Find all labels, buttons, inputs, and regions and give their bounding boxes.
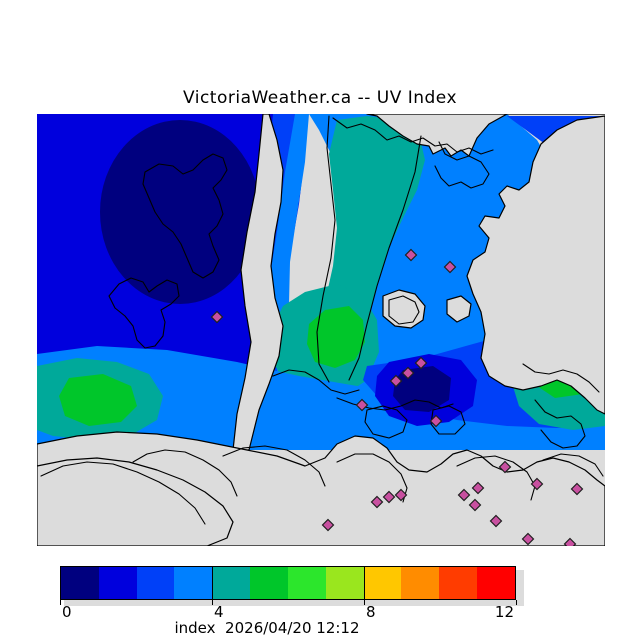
coastline-south-detail xyxy=(272,369,360,395)
colorbar-tick-0 xyxy=(60,600,61,605)
land-mainland-northeast xyxy=(466,115,605,415)
coastline-southisland-b xyxy=(430,405,466,435)
uv-contour-map[interactable] xyxy=(37,114,605,546)
coastline-island-nw xyxy=(142,153,228,279)
coastline-southeast-detail xyxy=(534,399,586,449)
map-plot-area[interactable] xyxy=(37,114,605,546)
station-marker[interactable] xyxy=(471,481,485,495)
land-island-small-a xyxy=(446,295,472,323)
station-marker[interactable] xyxy=(394,488,408,502)
station-marker[interactable] xyxy=(389,374,403,388)
colorbar-band-7-8 xyxy=(325,567,364,599)
land-mainland-north xyxy=(366,114,605,157)
contour-band-5-6-southwest xyxy=(59,374,137,426)
coastline-southisland-a xyxy=(364,405,408,439)
station-marker[interactable] xyxy=(570,482,584,496)
colorbar-band-3-4 xyxy=(174,567,213,599)
contour-band-3-4-south xyxy=(37,346,605,450)
station-marker[interactable] xyxy=(530,477,544,491)
station-marker[interactable] xyxy=(401,366,415,380)
land-west-strip xyxy=(232,114,284,451)
colorbar-band-10-11 xyxy=(439,567,478,599)
colorbar-band-0-1 xyxy=(61,567,99,599)
contour-band-3-4-westcoast xyxy=(261,114,309,450)
station-marker[interactable] xyxy=(370,495,384,509)
page-title: VictoriaWeather.ca -- UV Index xyxy=(182,88,458,108)
colorbar-band-9-10 xyxy=(401,567,440,599)
station-marker[interactable] xyxy=(443,260,457,274)
station-markers[interactable] xyxy=(210,248,584,547)
station-marker[interactable] xyxy=(521,532,535,546)
colorbar-divider-8 xyxy=(364,566,365,600)
station-marker[interactable] xyxy=(457,488,471,502)
land-coast-lowerleft xyxy=(37,457,234,546)
station-marker[interactable] xyxy=(498,460,512,474)
station-marker[interactable] xyxy=(429,414,443,428)
coastline-island-sw xyxy=(108,277,180,349)
coastline-lower-c xyxy=(222,445,326,487)
contour-band-5-6-basin xyxy=(307,306,365,368)
coastline-inlet-east xyxy=(348,135,422,381)
colorbar-band-6-7 xyxy=(287,567,326,599)
colorbar-band-4-5 xyxy=(212,567,251,599)
colorbar-tick-8 xyxy=(364,600,365,605)
coastline-inlet-west xyxy=(316,115,336,383)
colorbar-band-2-3 xyxy=(136,567,175,599)
station-marker[interactable] xyxy=(382,490,396,504)
colorbar-area: index 2026/04/20 12:12 0 4 8 12 xyxy=(37,560,605,637)
station-marker[interactable] xyxy=(210,310,224,324)
coastlines xyxy=(40,115,604,525)
coastline-lower-b xyxy=(132,449,238,497)
coastline-lower-d xyxy=(336,453,408,503)
colorbar-band-5-6 xyxy=(250,567,288,599)
station-marker[interactable] xyxy=(414,356,428,370)
coastline-inland-lake xyxy=(388,295,420,325)
uv-index-colorbar[interactable] xyxy=(60,566,516,600)
coastline-northeast-detail xyxy=(434,141,490,189)
colorbar-tick-label-12: 12 xyxy=(494,603,514,621)
coastline-lower-a xyxy=(40,461,206,525)
coastline-north-detail xyxy=(332,117,494,155)
station-marker[interactable] xyxy=(489,514,503,528)
station-marker[interactable] xyxy=(321,518,335,532)
colorbar-tick-4 xyxy=(212,600,213,605)
colorbar-band-11-12 xyxy=(477,567,515,599)
colorbar-tick-12 xyxy=(516,600,517,605)
colorbar-band-1-2 xyxy=(98,567,137,599)
colorbar-caption: index 2026/04/20 12:12 xyxy=(174,619,360,637)
colorbar-band-8-9 xyxy=(363,567,402,599)
landmasses xyxy=(37,114,605,546)
station-marker[interactable] xyxy=(404,248,418,262)
colorbar-tick-label-8: 8 xyxy=(366,603,376,621)
station-marker[interactable] xyxy=(468,498,482,512)
colorbar-divider-4 xyxy=(212,566,213,600)
contour-band-0-1-west xyxy=(100,120,260,304)
coastline-east-detail xyxy=(522,363,600,393)
station-marker[interactable] xyxy=(355,398,369,412)
colorbar-tick-label-0: 0 xyxy=(62,603,72,621)
station-marker[interactable] xyxy=(563,537,577,547)
coastline-lower-f xyxy=(542,453,604,477)
colorbar-tick-label-4: 4 xyxy=(214,603,224,621)
